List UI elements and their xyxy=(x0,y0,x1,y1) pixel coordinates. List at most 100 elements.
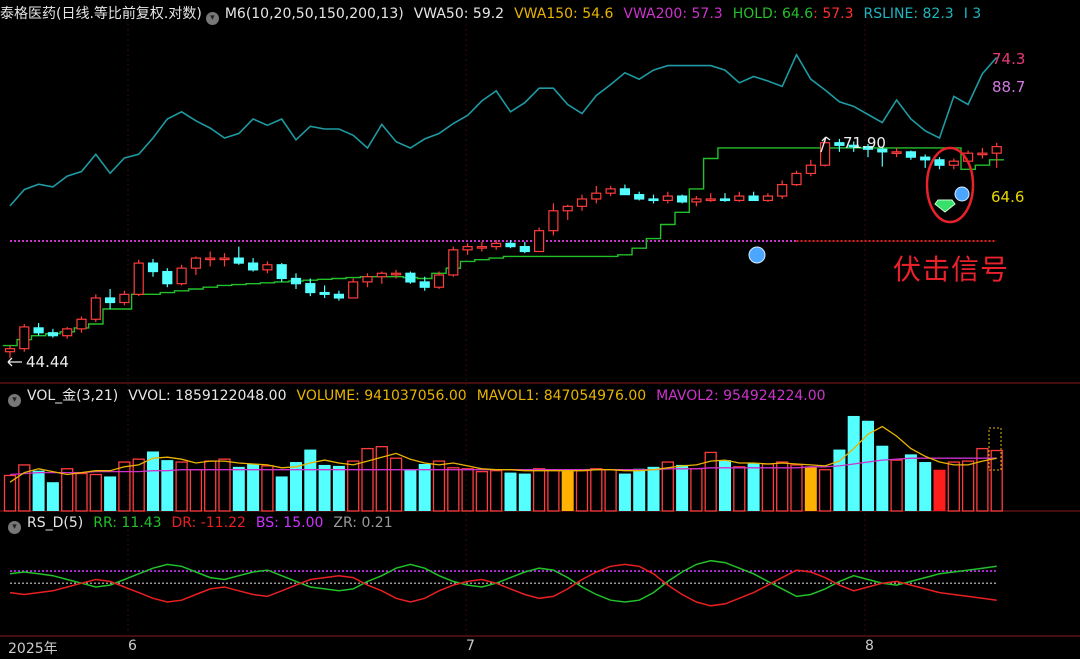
volume-bar xyxy=(347,460,360,512)
volume-bar xyxy=(18,464,31,512)
candle xyxy=(777,180,788,199)
candle-body xyxy=(562,205,573,212)
candle xyxy=(634,191,645,201)
candle xyxy=(762,193,774,202)
volume-bar xyxy=(275,476,288,511)
volume-bar xyxy=(332,465,345,511)
candle-body xyxy=(262,264,273,271)
candle-body xyxy=(805,164,816,175)
volume-bar xyxy=(46,482,59,511)
candle xyxy=(462,243,473,255)
hold-value: HOLD: 64.6 xyxy=(732,6,814,22)
candle xyxy=(605,186,616,197)
volume-bar xyxy=(604,469,617,512)
candle xyxy=(405,271,416,284)
volume-bar xyxy=(575,470,589,512)
vol-legend: VOL_金(3,21) VVOL: 1859122048.00 VOLUME: 94… xyxy=(0,385,836,407)
mavol2-value: MAVOL2: 954924224.00 xyxy=(656,388,826,404)
candle-body xyxy=(819,142,831,166)
candle-body xyxy=(891,151,902,154)
candle xyxy=(205,251,216,267)
extra-value: I 3 xyxy=(963,6,982,22)
candle-body xyxy=(533,230,545,253)
candle-body xyxy=(104,297,116,304)
dropdown-icon[interactable] xyxy=(205,12,219,25)
volume-bar xyxy=(118,461,131,512)
rs-dropdown-icon[interactable] xyxy=(8,521,21,534)
rr-line xyxy=(9,559,997,603)
candle xyxy=(47,328,59,338)
candle-body xyxy=(762,195,774,202)
candle-body xyxy=(133,262,144,295)
dr-value: DR: -11.22 xyxy=(171,515,246,531)
candle-body xyxy=(190,257,201,269)
candle-body xyxy=(391,272,402,276)
signal-note: 伏击信号 xyxy=(893,253,1010,286)
candle xyxy=(33,323,44,336)
rs-value-label: 74.3 xyxy=(992,50,1026,68)
candle xyxy=(376,271,387,284)
candle xyxy=(533,227,545,253)
volume-bar xyxy=(432,460,446,512)
candle-body xyxy=(934,159,945,166)
candle-body xyxy=(47,332,59,337)
volume-bar xyxy=(389,457,403,512)
volume-bar xyxy=(318,464,331,511)
candle-body xyxy=(90,297,101,320)
candle-body xyxy=(905,151,917,158)
candle xyxy=(162,268,173,288)
vol-indicator-name: VOL_金(3,21) xyxy=(27,388,119,404)
candle xyxy=(348,278,359,299)
volume-value: VOLUME: 941037056.00 xyxy=(296,388,467,404)
candle-body xyxy=(519,246,530,253)
volume-bar xyxy=(218,458,231,512)
candle-body xyxy=(576,198,588,207)
candle xyxy=(576,194,588,211)
candle-body xyxy=(433,274,445,288)
x-tick-label: 6 xyxy=(128,638,137,654)
volume-bar xyxy=(876,445,889,511)
rs-legend: RS_D(5) RR: 11.43 DR: -11.22 BS: 15.00 ZR: 0… xyxy=(0,512,403,534)
candle xyxy=(233,246,244,265)
candle xyxy=(147,258,159,277)
candle-body xyxy=(376,272,387,278)
candle xyxy=(76,316,87,333)
x-tick-label: 8 xyxy=(865,638,874,654)
candle xyxy=(719,193,731,202)
volume-bar xyxy=(719,460,731,511)
volume-bar xyxy=(804,466,817,511)
volume-bar xyxy=(504,472,517,511)
candle xyxy=(290,273,302,289)
candle-body xyxy=(491,242,502,248)
price-legend: 泰格医药(日线.等比前复权.对数) M6(10,20,50,150,200,13)… xyxy=(0,3,991,25)
candle-body xyxy=(62,328,73,337)
candle xyxy=(705,193,716,202)
volume-bar xyxy=(704,451,717,512)
volume-bar xyxy=(947,461,960,512)
candle xyxy=(934,157,945,170)
candle-body xyxy=(476,246,487,249)
stock-title: 泰格医药(日线.等比前复权.对数) xyxy=(0,6,202,22)
candle-body xyxy=(305,283,316,294)
candle-body xyxy=(548,210,559,232)
volume-bar xyxy=(690,468,703,512)
volume-bar xyxy=(247,463,260,511)
volume-bar xyxy=(175,461,188,512)
volume-bar xyxy=(32,470,45,511)
volume-bar xyxy=(132,458,145,512)
candle-body xyxy=(605,188,616,194)
candle xyxy=(562,204,573,220)
candle xyxy=(891,147,902,158)
candle xyxy=(4,345,16,358)
candle-body xyxy=(591,192,602,200)
candle xyxy=(62,326,73,339)
rs-line xyxy=(9,52,998,207)
candle-body xyxy=(505,242,516,248)
volume-bar xyxy=(747,463,760,511)
candle-body xyxy=(448,249,459,276)
candle-body xyxy=(676,195,688,203)
vol-dropdown-icon[interactable] xyxy=(8,394,21,407)
candle xyxy=(948,158,959,170)
signal-circle xyxy=(925,146,975,224)
